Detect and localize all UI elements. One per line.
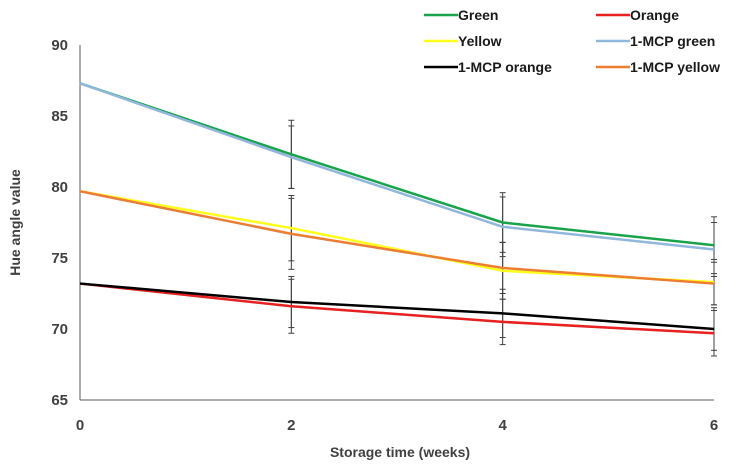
- legend-label: Green: [458, 7, 498, 23]
- legend-item-1-mcp-yellow: 1-MCP yellow: [596, 59, 720, 75]
- x-tick-label: 2: [287, 417, 295, 434]
- legend-item-1-mcp-green: 1-MCP green: [596, 33, 715, 49]
- legend-label: 1-MCP yellow: [630, 59, 720, 75]
- series-line-green: [79, 82, 715, 247]
- legend-label: Yellow: [458, 33, 502, 49]
- series-line-1-mcp-orange: [79, 282, 715, 331]
- y-axis-title: Hue angle value: [7, 169, 23, 276]
- y-tick-label: 70: [51, 321, 68, 338]
- y-tick-label: 85: [51, 108, 68, 125]
- y-tick-label: 90: [51, 37, 68, 54]
- axes: [79, 45, 714, 401]
- legend-label: 1-MCP green: [630, 33, 715, 49]
- x-axis-title: Storage time (weeks): [330, 444, 470, 460]
- x-tick-label: 4: [498, 417, 507, 434]
- series-line-1-mcp-green: [79, 82, 715, 251]
- x-tick-label: 0: [76, 417, 84, 434]
- x-tick-label: 6: [710, 417, 718, 434]
- series-line-1-mcp-yellow: [79, 190, 715, 285]
- legend-item-orange: Orange: [596, 7, 679, 23]
- legend-item-yellow: Yellow: [424, 33, 502, 49]
- series-line-yellow: [79, 190, 715, 284]
- legend-item-1-mcp-orange: 1-MCP orange: [424, 59, 552, 75]
- legend-item-green: Green: [424, 7, 498, 23]
- series-line-orange: [79, 282, 715, 335]
- legend: Green Orange Yellow 1-MCP green 1-MCP orange…: [424, 7, 720, 75]
- y-tick-label: 65: [51, 392, 68, 409]
- legend-label: Orange: [630, 7, 679, 23]
- tick-labels: 65 70 75 80 85 90 0 2 4 6: [51, 37, 718, 434]
- y-tick-label: 75: [51, 250, 68, 267]
- series-lines: [79, 82, 715, 335]
- legend-label: 1-MCP orange: [458, 59, 552, 75]
- y-tick-label: 80: [51, 179, 68, 196]
